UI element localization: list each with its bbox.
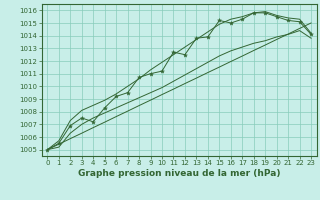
X-axis label: Graphe pression niveau de la mer (hPa): Graphe pression niveau de la mer (hPa) — [78, 169, 280, 178]
